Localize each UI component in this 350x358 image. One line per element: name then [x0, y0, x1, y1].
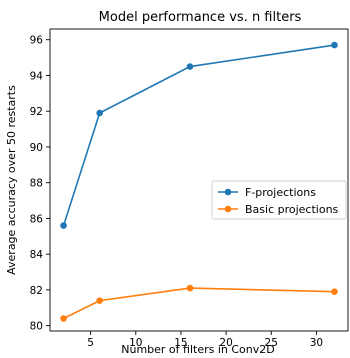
y-axis: 80 82 84 86 88 90 92 94 96 [30, 35, 50, 333]
y-tick-label: 88 [30, 178, 43, 190]
y-tick-label: 84 [30, 249, 44, 261]
plot-area [49, 28, 349, 332]
x-tick-label: 10 [129, 337, 142, 349]
y-tick-label: 90 [30, 142, 43, 154]
y-tick-label: 96 [30, 35, 44, 47]
x-tick-label: 25 [265, 337, 278, 349]
x-axis: 5 10 15 20 25 30 [87, 331, 323, 349]
x-axis-label: Number of filters in Conv2D [121, 343, 274, 356]
y-tick-label: 86 [30, 213, 44, 225]
legend: F-projections Basic projections [211, 180, 347, 220]
data-point-1-0 [60, 315, 67, 322]
series-line-0 [62, 44, 335, 226]
x-tick-label: 15 [174, 337, 187, 349]
data-point-1-1 [96, 297, 103, 304]
legend-box [211, 180, 347, 220]
series-layer [60, 41, 338, 322]
legend-label-0: F-projections [245, 186, 316, 199]
chart-title: Model performance vs. n filters [99, 10, 302, 25]
legend-marker-1 [224, 205, 232, 213]
data-point-0-1 [96, 109, 103, 117]
legend-marker-0 [224, 188, 232, 196]
data-point-0-3 [331, 41, 338, 49]
y-tick-label: 92 [30, 106, 43, 118]
y-tick-label: 82 [30, 285, 43, 297]
y-tick-label: 94 [30, 70, 44, 82]
y-tick-label: 80 [30, 321, 43, 333]
data-point-0-0 [60, 222, 67, 229]
series-line-1 [63, 287, 335, 320]
x-tick-label: 30 [310, 337, 323, 349]
x-tick-label: 20 [219, 337, 232, 349]
data-point-1-3 [331, 288, 338, 295]
x-tick-label: 5 [87, 337, 94, 349]
y-axis-label: Average accuracy over 50 restarts [5, 85, 18, 275]
data-point-0-2 [186, 63, 194, 70]
data-point-1-2 [186, 284, 194, 292]
legend-label-1: Basic projections [245, 203, 339, 216]
